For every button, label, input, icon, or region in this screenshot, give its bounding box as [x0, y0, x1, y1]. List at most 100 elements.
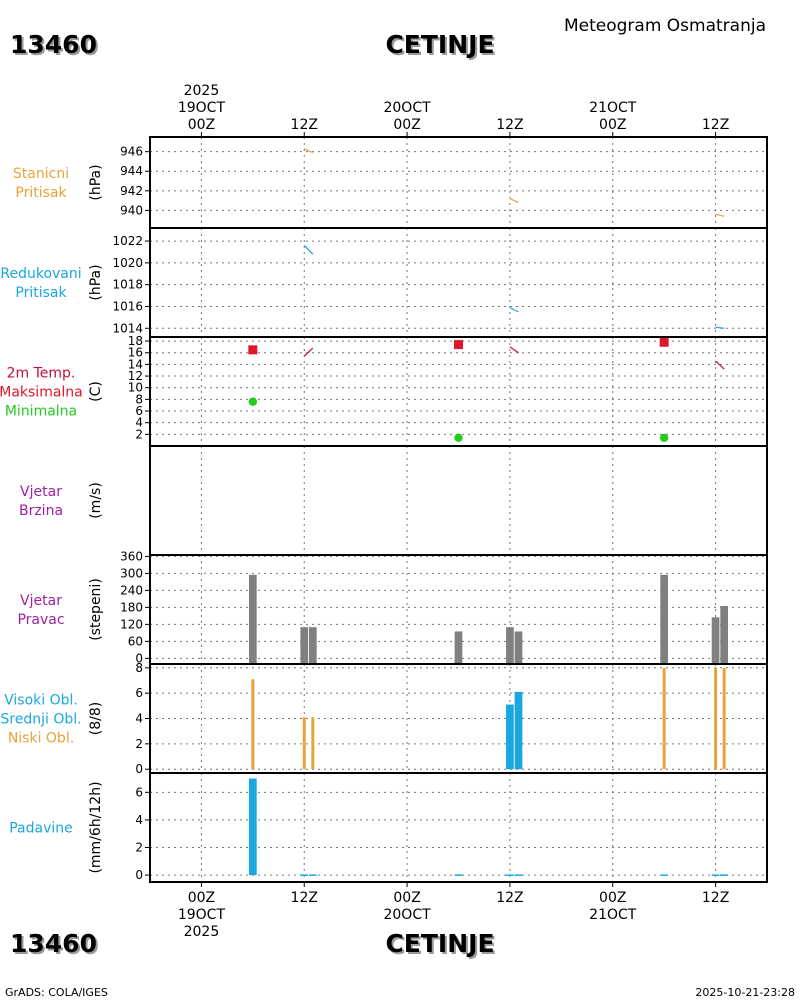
footer-station-name: CETINJE [385, 929, 494, 958]
y-tick-label: 10 [128, 381, 143, 395]
y-tick-label: 0 [135, 762, 143, 776]
max-temp-marker [248, 345, 258, 355]
line-segment [509, 198, 519, 204]
bar [308, 627, 317, 664]
bottom-time-label: 12Z [496, 890, 523, 906]
bar [660, 574, 669, 664]
panel-reduced-pressure: 1014 1016 1018 1020 1022 (hPa) Redukovani Priti… [0, 227, 768, 338]
y-tick-label: 18 [128, 334, 143, 348]
top-time-label: 2025 [184, 83, 220, 99]
y-tick-label: 4 [135, 813, 143, 827]
y-tick-label: 240 [120, 583, 143, 597]
y-unit-label: (stepeni) [88, 578, 104, 641]
y-tick-label: 300 [120, 566, 143, 580]
top-time-label: 20OCT [383, 100, 431, 116]
panel-label: Pritisak [15, 185, 67, 201]
y-tick-label: 12 [128, 369, 143, 383]
bar [506, 627, 514, 664]
panels-group: 940942944946(hPa)StanicniPritisak1014101… [0, 136, 768, 883]
bar [248, 778, 257, 876]
station-name-shadow: CETINJE [387, 32, 496, 61]
line-segment [303, 244, 314, 255]
max-temp-marker [454, 340, 463, 350]
panel-label: Maksimalna [0, 385, 83, 401]
series-srednji-obl- [506, 691, 523, 770]
time-axis: 202519OCT00Z00Z19OCT202512Z12Z20OCT00Z00… [178, 83, 729, 940]
y-tick-label: 6 [135, 785, 143, 799]
station-name: CETINJE [385, 30, 494, 59]
panel-precipitation: 0 2 4 6 (mm/6h/12h) Padavine [9, 772, 768, 883]
bar [506, 874, 514, 876]
y-tick-label: 4 [135, 712, 143, 726]
y-tick-label: 60 [128, 634, 143, 648]
y-unit-label: (mm/6h/12h) [88, 781, 104, 873]
panel-clouds: 0 2 4 6 8 (8/8) Visoki Obl. Srednji Obl. Niski O… [0, 661, 768, 776]
footer-station-id: 13460 [10, 929, 97, 958]
panel-label: Srednji Obl. [0, 712, 81, 728]
y-unit-label: (m/s) [88, 482, 104, 519]
bottom-time-label: 19OCT [178, 907, 226, 923]
bar [711, 617, 720, 664]
y-tick-label: 6 [135, 404, 143, 418]
panel-label: Redukovani [0, 266, 81, 282]
y-tick-label: 940 [120, 203, 143, 217]
station-id: 13460 [10, 30, 97, 59]
bar [300, 874, 309, 876]
bar [308, 874, 317, 876]
top-time-label: 12Z [291, 117, 318, 133]
y-tick-label: 2 [135, 427, 143, 441]
series-2m-temp- [303, 346, 725, 370]
y-tick-label: 2 [135, 841, 143, 855]
panel-station-pressure: 940 942 944 946 (hPa) Stanicni Pritisak [13, 136, 768, 229]
y-tick-label: 0 [135, 651, 143, 665]
line-segment [715, 360, 725, 370]
footer-station-id-shadow: 13460 [12, 931, 99, 960]
bar [454, 631, 463, 664]
y-tick-label: 8 [135, 661, 143, 675]
y-tick-label: 16 [128, 346, 143, 360]
bottom-time-label: 2025 [184, 924, 220, 940]
y-tick-label: 0 [135, 868, 143, 882]
panel-wind-speed: (m/s) Vjetar Brzina [19, 445, 768, 556]
bar [248, 574, 257, 664]
bar [311, 717, 315, 770]
panel-frame [149, 227, 768, 338]
panel-label: Vjetar [20, 593, 62, 609]
series-vjetar-pravac [248, 574, 729, 664]
panel-frame [149, 445, 768, 556]
panel-label: Pritisak [15, 285, 67, 301]
y-tick-label: 120 [120, 617, 143, 631]
panel-frame [149, 772, 768, 883]
y-unit-label: (8/8) [88, 702, 104, 735]
y-tick-label: 2 [135, 737, 143, 751]
y-tick-label: 8 [135, 392, 143, 406]
bar [251, 679, 255, 770]
y-tick-label: 6 [135, 686, 143, 700]
chart-title: Meteogram Osmatranja [564, 16, 766, 36]
panel-label: Minimalna [5, 404, 77, 420]
panel-wind-direction: 0 60 120 180 240 300 360 (stepeni) Vjetar Pravac [17, 549, 768, 665]
bar [514, 691, 523, 770]
panel-label: Visoki Obl. [4, 693, 78, 709]
y-tick-label: 14 [128, 357, 143, 371]
panel-label: Pravac [17, 612, 64, 628]
y-unit-label: (C) [88, 381, 104, 402]
series-padavine [248, 778, 729, 876]
top-time-label: 19OCT [178, 100, 226, 116]
line-segment [304, 148, 314, 154]
y-unit-label: (hPa) [88, 264, 104, 300]
bar [711, 874, 720, 876]
top-time-label: 00Z [393, 117, 420, 133]
top-time-label: 21OCT [589, 100, 637, 116]
bottom-time-label: 20OCT [383, 907, 431, 923]
line-segment [509, 346, 519, 354]
bottom-time-label: 12Z [291, 890, 318, 906]
footer-timestamp: 2025-10-21-23:28 [695, 986, 795, 999]
bar [720, 605, 729, 664]
y-tick-label: 944 [120, 164, 143, 178]
station-id-shadow: 13460 [12, 32, 99, 61]
panel-frame [149, 336, 768, 447]
bar [514, 874, 523, 876]
